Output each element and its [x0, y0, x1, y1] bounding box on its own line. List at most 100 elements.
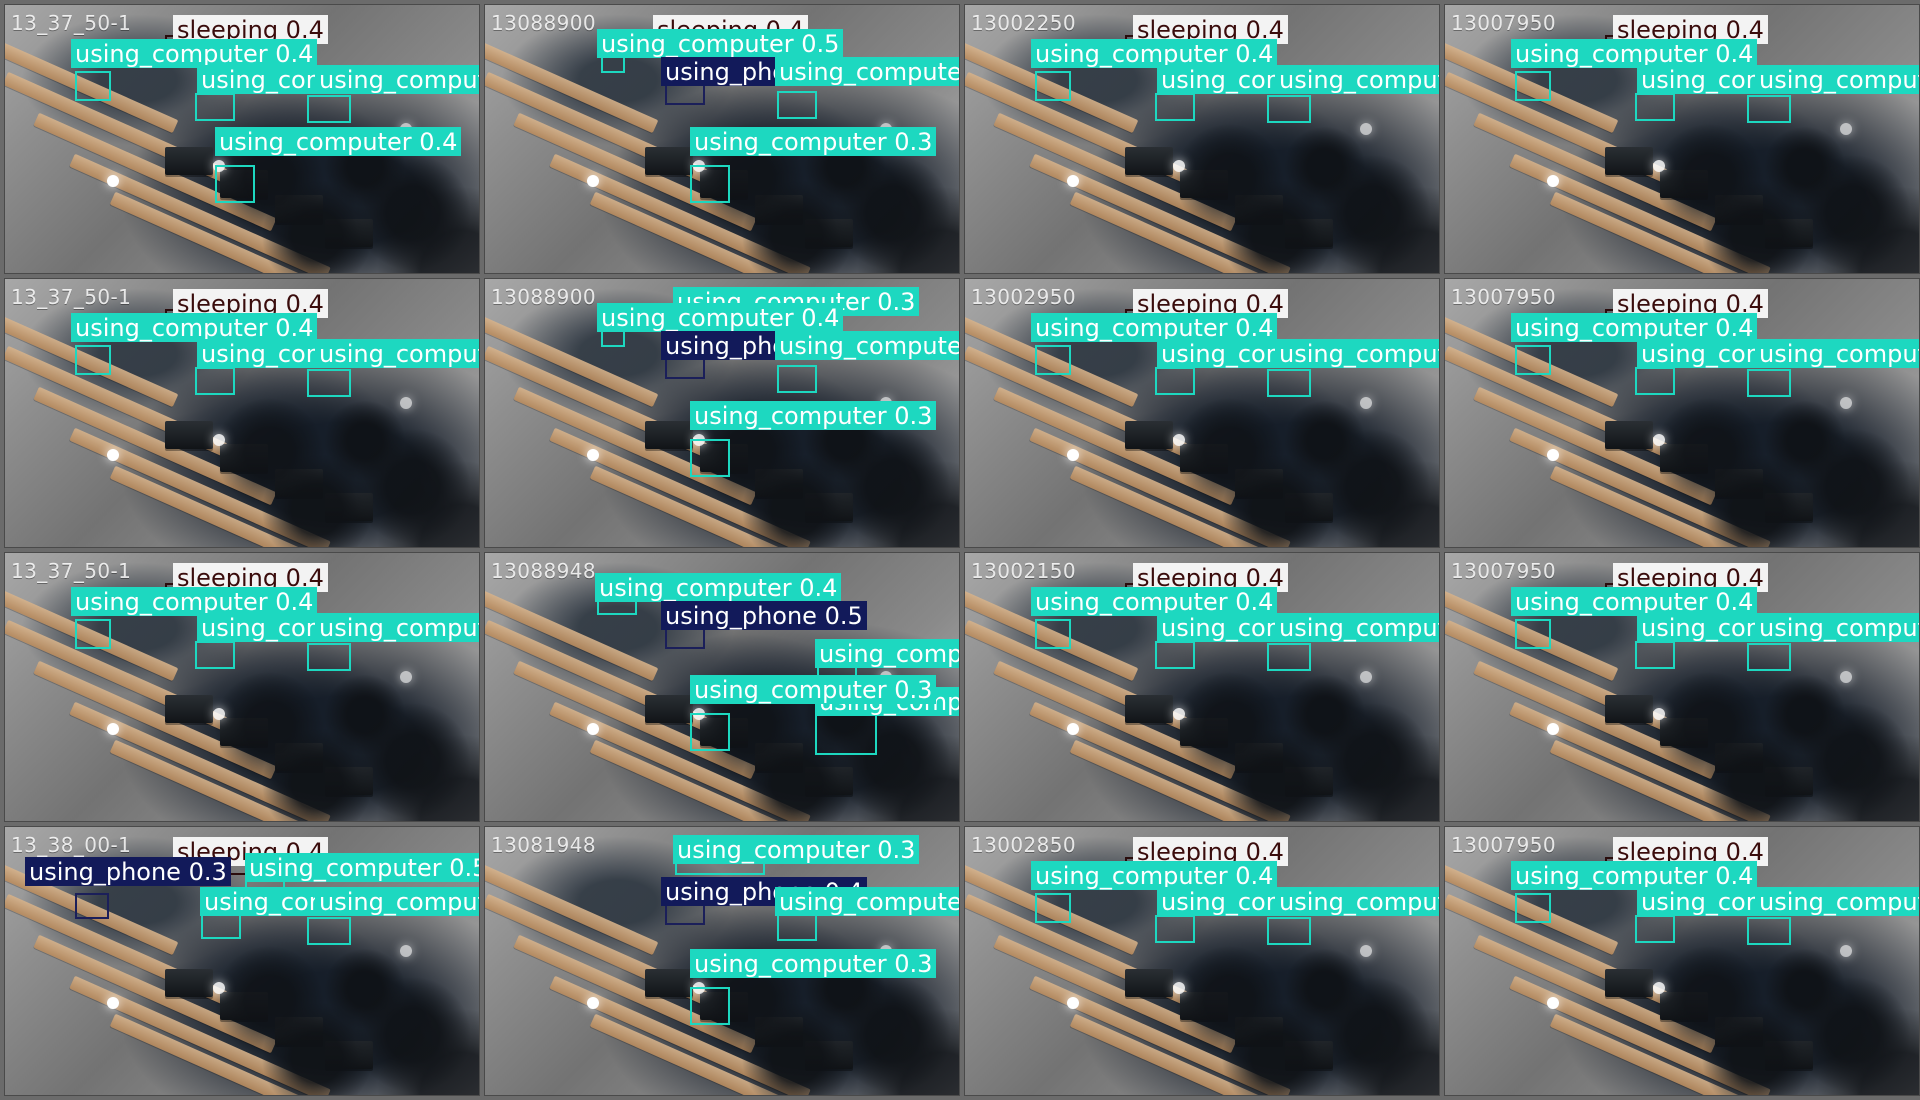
- detection-label: using_computer 0.4: [597, 303, 844, 332]
- students-cluster: [1629, 75, 1919, 273]
- light-glare: [107, 449, 119, 461]
- detection-box: [75, 345, 111, 375]
- detection-box: [1155, 367, 1195, 395]
- light-glare: [107, 175, 119, 187]
- detection-label: using_computer 0.4: [315, 339, 479, 368]
- frame-tile: 13007950 sleeping 0.4 using_computer 0.4 us…: [1444, 4, 1920, 274]
- frame-header-text: 13_37_50-1: [11, 11, 132, 35]
- students-cluster: [1149, 897, 1439, 1095]
- light-glare: [587, 175, 599, 187]
- detection-box: [1515, 619, 1551, 649]
- detection-box: [1267, 643, 1311, 671]
- light-glare: [1840, 397, 1852, 409]
- detection-box: [307, 369, 351, 397]
- frame-tile: 13088900 using_computer 0.3 using_computer…: [484, 278, 960, 548]
- detection-box: [1515, 893, 1551, 923]
- detection-label: using_computer 0.4: [1031, 313, 1278, 342]
- frame-tile: 13088948 using_computer 0.4 using_phone 0.…: [484, 552, 960, 822]
- students-cluster: [669, 75, 959, 273]
- students-cluster: [1629, 897, 1919, 1095]
- frame-tile: 13081948 using_computer 0.3 using_phone 0.…: [484, 826, 960, 1096]
- detection-label: using_computer 0.3: [673, 835, 920, 864]
- frame-tile: 13007950 sleeping 0.4 using_computer 0.4 us…: [1444, 826, 1920, 1096]
- frame-header-text: 13007950: [1451, 11, 1556, 35]
- detection-label: using_computer 0.4: [71, 313, 318, 342]
- detection-box: [1155, 915, 1195, 943]
- detection-box: [1635, 641, 1675, 669]
- detection-box: [1267, 95, 1311, 123]
- light-glare: [1547, 175, 1559, 187]
- light-glare: [1173, 982, 1185, 994]
- detection-label: using_computer 0.4: [71, 39, 318, 68]
- light-glare: [1653, 434, 1665, 446]
- frame-header-text: 13088900: [491, 11, 596, 35]
- detection-box: [777, 365, 817, 393]
- detection-box: [1515, 71, 1551, 101]
- frame-header-text: 13088900: [491, 285, 596, 309]
- detection-label: using_computer 0.4: [315, 65, 479, 94]
- detection-box: [777, 91, 817, 119]
- detection-box: [1155, 641, 1195, 669]
- detection-box: [1035, 71, 1071, 101]
- detection-box: [307, 95, 351, 123]
- detection-label: using_computer 0.4: [1755, 613, 1919, 642]
- light-glare: [1547, 449, 1559, 461]
- detection-box: [75, 619, 111, 649]
- detection-box: [690, 439, 730, 477]
- light-glare: [1840, 671, 1852, 683]
- light-glare: [1173, 708, 1185, 720]
- detection-box: [1635, 915, 1675, 943]
- detection-box: [777, 913, 817, 941]
- frame-tile: 13_37_50-1 sleeping 0.4 using_computer 0.4…: [4, 552, 480, 822]
- detection-box: [665, 83, 705, 105]
- students-cluster: [1149, 623, 1439, 821]
- detection-label: using_computer 0.4: [775, 331, 959, 360]
- frame-tile: 13002850 sleeping 0.4 using_computer 0.4 us…: [964, 826, 1440, 1096]
- frame-header-text: 13002950: [971, 285, 1076, 309]
- detection-label: using_computer 0.3: [690, 127, 937, 156]
- light-glare: [587, 997, 599, 1009]
- detection-box: [665, 903, 705, 925]
- light-glare: [400, 397, 412, 409]
- light-glare: [587, 449, 599, 461]
- detection-label: using_computer 0.3: [690, 675, 937, 704]
- light-glare: [1360, 945, 1372, 957]
- frame-tile: 13_37_50-1 sleeping 0.4 using_computer 0.4…: [4, 4, 480, 274]
- students-cluster: [1149, 349, 1439, 547]
- detection-label: using_computer 0.4: [315, 613, 479, 642]
- frame-header-text: 13_37_50-1: [11, 285, 132, 309]
- detection-box: [1747, 643, 1791, 671]
- detection-label: using_computer 0.4: [1511, 313, 1758, 342]
- light-glare: [107, 723, 119, 735]
- frame-header-text: 13002250: [971, 11, 1076, 35]
- light-glare: [1173, 160, 1185, 172]
- detection-box: [1035, 893, 1071, 923]
- light-glare: [1067, 723, 1079, 735]
- detection-box: [215, 165, 255, 203]
- detection-label: using_computer 0.4: [1511, 861, 1758, 890]
- light-glare: [1173, 434, 1185, 446]
- light-glare: [1360, 123, 1372, 135]
- students-cluster: [1629, 349, 1919, 547]
- frame-tile: 13007950 sleeping 0.4 using_computer 0.4 us…: [1444, 278, 1920, 548]
- detection-label: using_computer 0.4: [1275, 613, 1439, 642]
- detection-label: using_computer 0.4: [1755, 339, 1919, 368]
- detection-box: [690, 987, 730, 1025]
- students-cluster: [669, 349, 959, 547]
- detection-box: [1267, 917, 1311, 945]
- detection-box: [665, 357, 705, 379]
- detection-box: [1035, 345, 1071, 375]
- frame-header-text: 13007950: [1451, 833, 1556, 857]
- detection-label: using_computer 0.5: [775, 887, 959, 916]
- light-glare: [1547, 723, 1559, 735]
- students-cluster: [669, 897, 959, 1095]
- detection-box: [1267, 369, 1311, 397]
- light-glare: [213, 434, 225, 446]
- detection-box: [690, 713, 730, 751]
- light-glare: [1067, 175, 1079, 187]
- detection-label: using_computer 0.5: [597, 29, 844, 58]
- detection-box: [1747, 95, 1791, 123]
- detection-box: [307, 643, 351, 671]
- detection-box: [195, 641, 235, 669]
